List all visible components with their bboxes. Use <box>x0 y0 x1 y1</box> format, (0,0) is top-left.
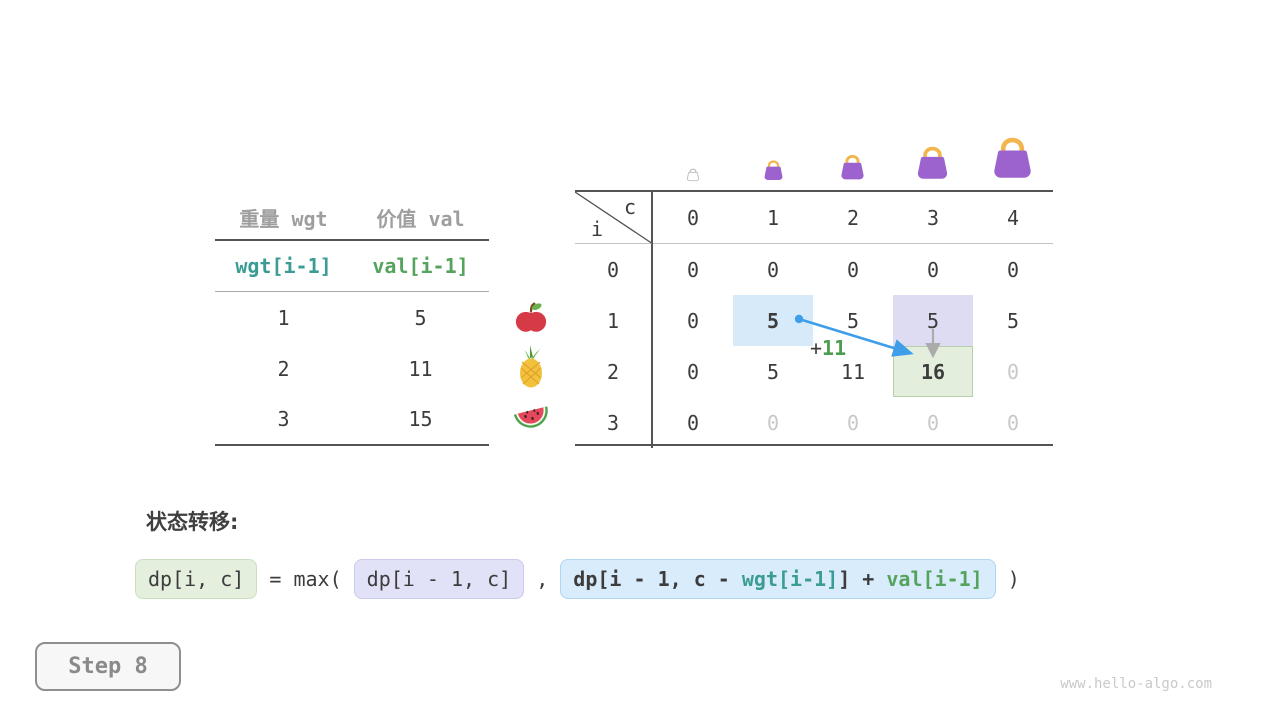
dp-table: c i 0 1 2 3 4 0 0 0 0 0 0 1 0 5 5 5 5 2 … <box>575 190 1053 448</box>
state-transition-formula: dp[i, c] = max( dp[i - 1, c] , dp[i - 1,… <box>135 559 1020 599</box>
dp-cell-1-0: 0 <box>686 308 700 333</box>
formula-option2-prefix: dp[i - 1, c - <box>573 567 742 591</box>
dp-cell-0-4: 0 <box>1006 257 1020 282</box>
dp-cell-2-1: 5 <box>766 359 780 384</box>
dp-cell-2-4: 0 <box>1006 359 1020 384</box>
item-2-value: 11 <box>408 356 433 381</box>
formula-result-chip: dp[i, c] <box>135 559 258 599</box>
item-row-1: 1 5 <box>215 292 489 343</box>
dp-cell-0-1: 0 <box>766 257 780 282</box>
pineapple-icon <box>512 344 550 390</box>
apple-icon <box>512 300 550 336</box>
dp-cell-0-3: 0 <box>926 257 940 282</box>
dp-row-header-0: 0 <box>575 244 653 295</box>
capacity-axis-label: c <box>623 195 636 219</box>
dp-cell-3-4: 0 <box>1006 410 1020 435</box>
val-variable-label: val[i-1] <box>372 254 469 278</box>
item-1-value: 5 <box>414 305 427 330</box>
item-1-weight: 1 <box>277 305 290 330</box>
dp-row-header-3: 3 <box>575 397 653 448</box>
dp-col-header-2: 2 <box>813 192 893 244</box>
formula-option1-chip: dp[i - 1, c] <box>353 559 525 599</box>
dp-cell-2-3-result-highlight: 16 <box>893 346 973 397</box>
bag-capacity-4-icon <box>987 133 1038 186</box>
dp-row-header-2: 2 <box>575 346 653 397</box>
items-table-header-row: 重量 wgt 价值 val <box>215 196 489 241</box>
dp-cell-3-1: 0 <box>766 410 780 435</box>
formula-equals-max: = max( <box>257 567 354 591</box>
formula-val-term: val[i-1] <box>886 567 983 591</box>
formula-comma: , <box>524 567 561 591</box>
watermelon-icon <box>512 398 550 432</box>
bag-capacity-0-icon <box>685 167 701 186</box>
dp-col-header-4: 4 <box>973 192 1053 244</box>
item-3-value: 15 <box>408 407 433 432</box>
dp-col-header-3: 3 <box>893 192 973 244</box>
dp-cell-3-2: 0 <box>846 410 860 435</box>
dp-cell-0-0: 0 <box>686 257 700 282</box>
formula-option2-mid: ] + <box>838 567 887 591</box>
dp-cell-1-4: 5 <box>1006 308 1020 333</box>
bag-capacity-2-icon <box>837 152 868 186</box>
dp-col-header-0: 0 <box>653 192 733 244</box>
state-transition-label: 状态转移: <box>146 510 239 534</box>
formula-option2-chip: dp[i - 1, c - wgt[i-1]] + val[i-1] <box>560 559 996 599</box>
value-column-header: 价值 val <box>376 207 465 231</box>
formula-wgt-term: wgt[i-1] <box>741 567 839 591</box>
bag-capacity-1-icon <box>761 158 786 186</box>
items-table-variable-row: wgt[i-1] val[i-1] <box>215 241 489 292</box>
watermark-url: www.hello-algo.com <box>1060 676 1212 692</box>
added-value: 11 <box>822 336 847 360</box>
dp-cell-1-1-source-highlight: 5 <box>733 295 813 346</box>
item-2-weight: 2 <box>277 356 290 381</box>
dp-cell-3-3: 0 <box>926 410 940 435</box>
dp-cell-0-2: 0 <box>846 257 860 282</box>
dp-cell-1-3-option-highlight: 5 <box>893 295 973 346</box>
dp-cell-3-0: 0 <box>686 410 700 435</box>
plus-sign: + <box>810 336 823 360</box>
dp-cell-2-0: 0 <box>686 359 700 384</box>
weight-column-header: 重量 wgt <box>239 207 328 231</box>
add-value-annotation: +11 <box>810 336 846 360</box>
dp-corner-cell: c i <box>575 192 653 244</box>
dp-cell-2-2: 11 <box>840 359 866 384</box>
step-badge: Step 8 <box>35 642 181 691</box>
bag-capacity-3-icon <box>912 143 953 186</box>
item-row-2: 2 11 <box>215 343 489 394</box>
wgt-variable-label: wgt[i-1] <box>235 254 332 278</box>
item-3-weight: 3 <box>277 407 290 432</box>
corner-diagonal-line <box>575 192 653 244</box>
formula-close-paren: ) <box>995 567 1020 591</box>
dp-col-header-1: 1 <box>733 192 813 244</box>
dp-row-header-1: 1 <box>575 295 653 346</box>
item-row-3: 3 15 <box>215 395 489 446</box>
item-axis-label: i <box>591 217 604 241</box>
items-table: 重量 wgt 价值 val wgt[i-1] val[i-1] 1 5 2 11… <box>215 196 489 446</box>
